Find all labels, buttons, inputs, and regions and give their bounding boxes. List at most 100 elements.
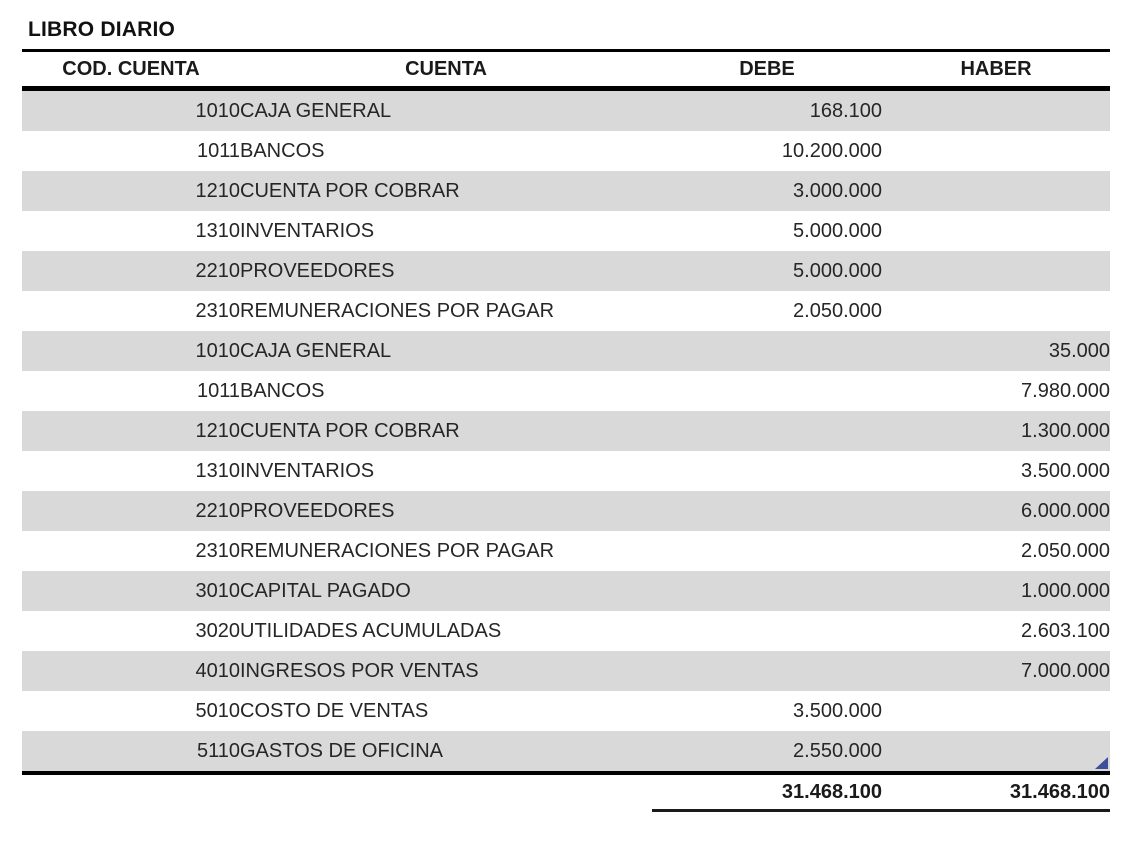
- cell-name: UTILIDADES ACUMULADAS: [240, 619, 502, 642]
- cell-code: 1310: [195, 219, 241, 242]
- cell-code: 3010: [22, 571, 240, 611]
- cell-debe: [652, 611, 882, 651]
- cell-code: 1210: [22, 411, 240, 451]
- cell-name: CAPITAL PAGADO: [240, 571, 652, 611]
- total-debe: 31.468.100: [652, 773, 882, 812]
- cell-haber: 1.300.000: [882, 411, 1110, 451]
- table-row: 1010 CAJA GENERAL 35.000: [22, 331, 1110, 371]
- cell-debe: 3.000.000: [652, 171, 882, 211]
- cell-name: INVENTARIOS: [240, 219, 375, 242]
- cell-code: 1010: [22, 331, 240, 371]
- cell-name: INVENTARIOS: [240, 459, 375, 482]
- cell-name: BANCOS: [240, 139, 325, 162]
- cell-name: COSTO DE VENTAS: [240, 699, 429, 722]
- cell-haber: 2.603.100: [1021, 619, 1110, 642]
- table-row: 3020 UTILIDADES ACUMULADAS 2.603.100: [22, 611, 1111, 651]
- cell-code: 2310: [195, 539, 241, 562]
- cell-code: 2210: [22, 491, 240, 531]
- totals-row: 31.468.100 31.468.100: [22, 773, 1110, 812]
- table-row: 2210 PROVEEDORES 5.000.000: [22, 251, 1110, 291]
- totals-empty-code: [22, 773, 240, 811]
- cell-debe: [652, 651, 882, 691]
- cell-name: PROVEEDORES: [240, 491, 652, 531]
- table-row: 1210 CUENTA POR COBRAR 1.300.000: [22, 411, 1110, 451]
- cell-haber: [882, 171, 1110, 211]
- cell-debe: [652, 531, 882, 571]
- cell-haber: [882, 211, 1110, 251]
- cell-haber: [882, 251, 1110, 291]
- cell-code: 1011: [196, 379, 240, 402]
- cell-debe: [652, 491, 882, 531]
- table-row: 5010 COSTO DE VENTAS 3.500.000: [22, 691, 1110, 731]
- cell-haber: [882, 131, 1110, 171]
- table-row: 3010 CAPITAL PAGADO 1.000.000: [22, 571, 1110, 611]
- cell-name: PROVEEDORES: [240, 251, 652, 291]
- cell-code: 1310: [195, 459, 241, 482]
- cell-haber: 7.980.000: [1021, 379, 1110, 402]
- table-row: 1011 BANCOS 7.980.000: [22, 371, 1110, 411]
- cell-haber: 3.500.000: [1021, 459, 1110, 482]
- page-title: LIBRO DIARIO: [28, 18, 176, 41]
- table-row: 2310 REMUNERACIONES POR PAGAR 2.050.000: [22, 291, 1110, 331]
- cell-debe: 3.500.000: [793, 699, 882, 722]
- total-haber: 31.468.100: [882, 773, 1110, 812]
- cell-debe: 5.000.000: [793, 219, 882, 242]
- cell-name: BANCOS: [240, 379, 325, 402]
- cell-code: 5010: [195, 699, 241, 722]
- cell-code: 1010: [22, 88, 240, 131]
- cell-haber: 6.000.000: [882, 491, 1110, 531]
- blue-corner-marker-icon: [1095, 757, 1108, 769]
- cell-haber: [882, 691, 1110, 731]
- journal-sheet: LIBRO DIARIO COD. CUENTA CUENTA DEBE HAB…: [22, 18, 1110, 812]
- cell-debe: [652, 371, 882, 411]
- cell-name: CUENTA POR COBRAR: [240, 171, 652, 211]
- column-header-haber: HABER: [882, 49, 1110, 91]
- table-row: 1010 CAJA GENERAL 168.100: [22, 88, 1110, 131]
- cell-haber: 35.000: [882, 331, 1110, 371]
- cell-debe: 168.100: [652, 88, 882, 131]
- totals-empty-name: [240, 773, 652, 811]
- table-header: COD. CUENTA CUENTA DEBE HABER: [22, 49, 1110, 91]
- table-row: 4010 INGRESOS POR VENTAS 7.000.000: [22, 651, 1110, 691]
- cell-debe: 2.550.000: [652, 731, 882, 775]
- cell-debe: 5.000.000: [652, 251, 882, 291]
- journal-table: COD. CUENTA CUENTA DEBE HABER 1010 CAJA G…: [22, 49, 1110, 812]
- table-footer: 31.468.100 31.468.100: [22, 773, 1110, 812]
- cell-name: REMUNERACIONES POR PAGAR: [240, 299, 555, 322]
- cell-haber: 2.050.000: [1021, 539, 1110, 562]
- cell-code: 1210: [22, 171, 240, 211]
- table-row: 2310 REMUNERACIONES POR PAGAR 2.050.000: [22, 531, 1111, 571]
- cell-haber: [882, 291, 1110, 331]
- table-row: 1011 BANCOS 10.200.000: [22, 131, 1110, 171]
- cell-haber: 7.000.000: [882, 651, 1110, 691]
- cell-debe: [652, 571, 882, 611]
- table-row: 1210 CUENTA POR COBRAR 3.000.000: [22, 171, 1110, 211]
- cell-debe: [652, 411, 882, 451]
- table-row: 5110 GASTOS DE OFICINA 2.550.000: [22, 731, 1110, 775]
- cell-debe: 2.050.000: [793, 299, 882, 322]
- cell-haber: [882, 88, 1110, 131]
- table-row: 2210 PROVEEDORES 6.000.000: [22, 491, 1110, 531]
- table-row: 1310 INVENTARIOS 3.500.000: [22, 451, 1111, 491]
- cell-debe: 10.200.000: [781, 139, 882, 162]
- table-row: 1310 INVENTARIOS 5.000.000: [22, 211, 1110, 251]
- cell-haber: [882, 731, 1110, 775]
- cell-code: 2210: [22, 251, 240, 291]
- column-header-cuenta: CUENTA: [240, 49, 652, 91]
- cell-name: CAJA GENERAL: [240, 331, 652, 371]
- column-header-debe: DEBE: [652, 49, 882, 91]
- cell-code: 1011: [196, 139, 240, 162]
- cell-name: CUENTA POR COBRAR: [240, 411, 652, 451]
- cell-name: GASTOS DE OFICINA: [240, 731, 652, 775]
- cell-name: CAJA GENERAL: [240, 88, 652, 131]
- cell-name: REMUNERACIONES POR PAGAR: [240, 539, 555, 562]
- cell-code: 2310: [195, 299, 241, 322]
- table-body: 1010 CAJA GENERAL 168.100 1011 BANCOS 10.200.…: [22, 88, 1111, 775]
- cell-debe: [652, 331, 882, 371]
- cell-debe: [652, 451, 882, 491]
- cell-code: 3020: [195, 619, 241, 642]
- cell-code: 5110: [22, 731, 240, 775]
- cell-haber: 1.000.000: [882, 571, 1110, 611]
- header-row: COD. CUENTA CUENTA DEBE HABER: [22, 49, 1110, 91]
- cell-name: INGRESOS POR VENTAS: [240, 651, 652, 691]
